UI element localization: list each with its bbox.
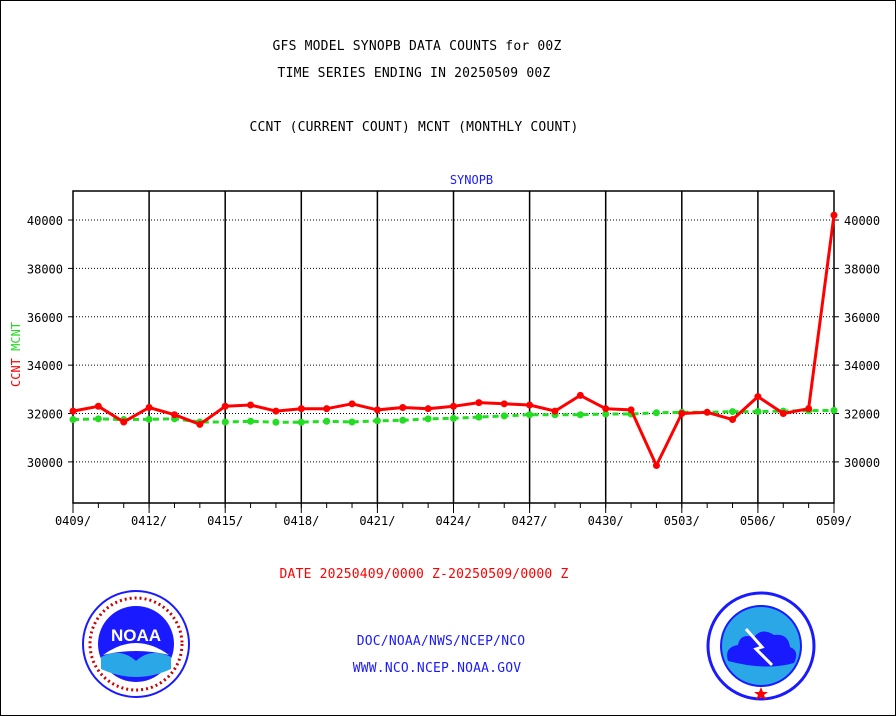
y-axis-label-part: MCNT [9, 322, 23, 358]
x-tick-label: 0421/ [359, 514, 395, 528]
data-point-mcnt [399, 416, 407, 424]
data-point-mcnt [145, 415, 153, 423]
data-point-ccnt [323, 405, 331, 413]
chart-header-line3: CCNT (CURRENT COUNT) MCNT (MONTHLY COUNT… [249, 120, 579, 135]
data-point-ccnt [703, 408, 711, 416]
website-label: WWW.NCO.NCEP.NOAA.GOV [352, 661, 522, 676]
data-point-ccnt [602, 405, 610, 413]
data-point-mcnt [424, 415, 432, 423]
data-point-mcnt [450, 414, 457, 422]
x-tick-label: 0412/ [131, 514, 167, 528]
data-point-mcnt [373, 417, 381, 425]
y-tick-label-right: 40000 [844, 214, 880, 228]
data-point-ccnt [145, 403, 153, 411]
data-point-ccnt [196, 420, 204, 428]
org-path-label: DOC/NOAA/NWS/NCEP/NCO [356, 634, 526, 649]
x-tick-label: 0418/ [283, 514, 319, 528]
x-tick-label: 0503/ [664, 514, 700, 528]
x-tick-label: 0415/ [207, 514, 243, 528]
data-point-ccnt [120, 418, 128, 426]
noaa-logo-label: NOAA [111, 626, 161, 645]
data-point-mcnt [652, 409, 660, 417]
y-tick-label-left: 38000 [27, 262, 63, 276]
data-point-mcnt [602, 410, 610, 418]
data-point-ccnt [94, 402, 102, 410]
y-tick-label-left: 36000 [27, 311, 63, 325]
data-point-mcnt [526, 411, 534, 419]
x-tick-label: 0424/ [435, 514, 471, 528]
data-point-mcnt [576, 411, 584, 419]
data-point-ccnt [170, 411, 178, 419]
data-point-ccnt [424, 405, 432, 413]
y-axis-label: CCNT MCNT [9, 322, 23, 387]
data-point-ccnt [526, 401, 534, 409]
data-point-ccnt [805, 405, 813, 413]
data-point-ccnt [754, 393, 762, 401]
data-point-mcnt [272, 418, 280, 426]
chart-header-line1: GFS MODEL SYNOPB DATA COUNTS for 00Z [272, 39, 562, 54]
y-tick-label-left: 32000 [27, 408, 63, 422]
data-point-ccnt [551, 407, 559, 415]
data-point-mcnt [754, 408, 762, 416]
data-point-ccnt [475, 399, 483, 407]
date-range-label: DATE 20250409/0000 Z-20250509/0000 Z [279, 567, 569, 582]
chart-header-line2: TIME SERIES ENDING IN 20250509 00Z [277, 66, 551, 81]
nws-logo [706, 591, 816, 701]
data-point-ccnt [247, 401, 255, 409]
data-point-ccnt [500, 400, 508, 408]
y-tick-label-left: 40000 [27, 214, 63, 228]
data-point-ccnt [576, 391, 584, 399]
data-point-mcnt [348, 418, 356, 426]
data-point-mcnt [323, 417, 331, 425]
y-tick-label-right: 30000 [844, 456, 880, 470]
y-tick-label-right: 32000 [844, 408, 880, 422]
data-point-ccnt [297, 405, 305, 413]
data-point-mcnt [830, 406, 838, 414]
x-tick-label: 0506/ [740, 514, 776, 528]
x-tick-label: 0409/ [55, 514, 91, 528]
data-point-mcnt [221, 418, 229, 426]
data-point-ccnt [69, 407, 77, 415]
x-tick-label: 0427/ [512, 514, 548, 528]
data-point-ccnt [399, 403, 407, 411]
data-point-mcnt [500, 412, 508, 420]
data-point-ccnt [450, 402, 457, 410]
data-point-mcnt [94, 415, 102, 423]
data-point-ccnt [779, 410, 787, 418]
data-point-ccnt [221, 402, 229, 410]
y-tick-label-left: 34000 [27, 359, 63, 373]
data-point-ccnt [678, 410, 686, 418]
data-point-ccnt [729, 416, 737, 424]
data-point-ccnt [373, 406, 381, 414]
data-point-mcnt [69, 416, 77, 424]
data-point-mcnt [247, 417, 255, 425]
data-point-ccnt [830, 211, 838, 219]
y-tick-label-left: 30000 [27, 456, 63, 470]
data-point-ccnt [652, 462, 660, 470]
x-tick-label: 0430/ [588, 514, 624, 528]
chart-title: SYNOPB [450, 173, 493, 187]
x-tick-label: 0509/ [816, 514, 852, 528]
data-point-ccnt [348, 400, 356, 408]
data-point-ccnt [272, 407, 280, 415]
y-axis-label-part: CCNT [9, 358, 23, 387]
y-tick-label-right: 34000 [844, 359, 880, 373]
y-tick-label-right: 38000 [844, 262, 880, 276]
data-point-mcnt [729, 408, 737, 416]
data-point-mcnt [475, 413, 483, 421]
noaa-logo: NOAA [82, 590, 190, 698]
y-tick-label-right: 36000 [844, 311, 880, 325]
data-point-ccnt [627, 406, 635, 414]
data-point-mcnt [297, 418, 305, 426]
